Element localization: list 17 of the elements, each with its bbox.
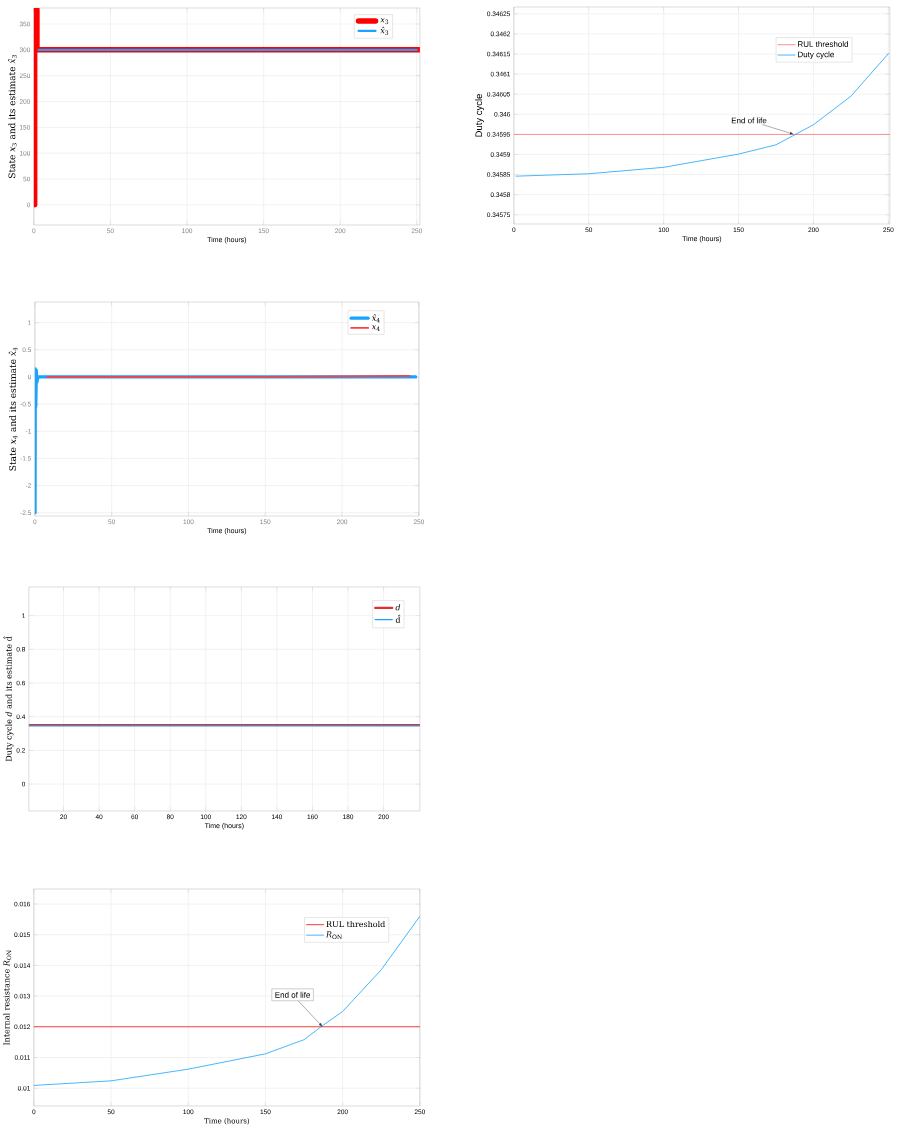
legend-label: x̂$_{3}$ bbox=[380, 26, 389, 36]
legend-label: Duty cycle bbox=[798, 51, 835, 59]
legend-label: d bbox=[395, 604, 401, 611]
y-axis-title: Duty cycle bbox=[475, 94, 485, 137]
legend-label: d̂ bbox=[395, 614, 401, 623]
y-axis-title: Internal resistance R$_{ON}$ bbox=[3, 950, 12, 1046]
y-axis-title: State x$_{3}$ and its estimate x̂$_{3}$ bbox=[8, 55, 17, 178]
legend-label: RUL threshold bbox=[326, 920, 386, 928]
legend-label: R$_{ON}$ bbox=[325, 931, 342, 940]
y-axis-title: Duty cycle d and its estimate d̂ bbox=[3, 636, 14, 762]
legend-label: x̂$_{4}$ bbox=[371, 314, 380, 323]
annotation: End of life bbox=[731, 117, 767, 124]
legend-label: x$_{4}$ bbox=[371, 325, 380, 331]
legend-label: RUL threshold bbox=[798, 41, 849, 47]
annotation: End of life bbox=[275, 991, 311, 998]
y-axis-title: State x$_{4}$ and its estimate x̂$_{4}$ bbox=[8, 347, 18, 471]
legend-label: x$_{3}$ bbox=[380, 18, 389, 25]
